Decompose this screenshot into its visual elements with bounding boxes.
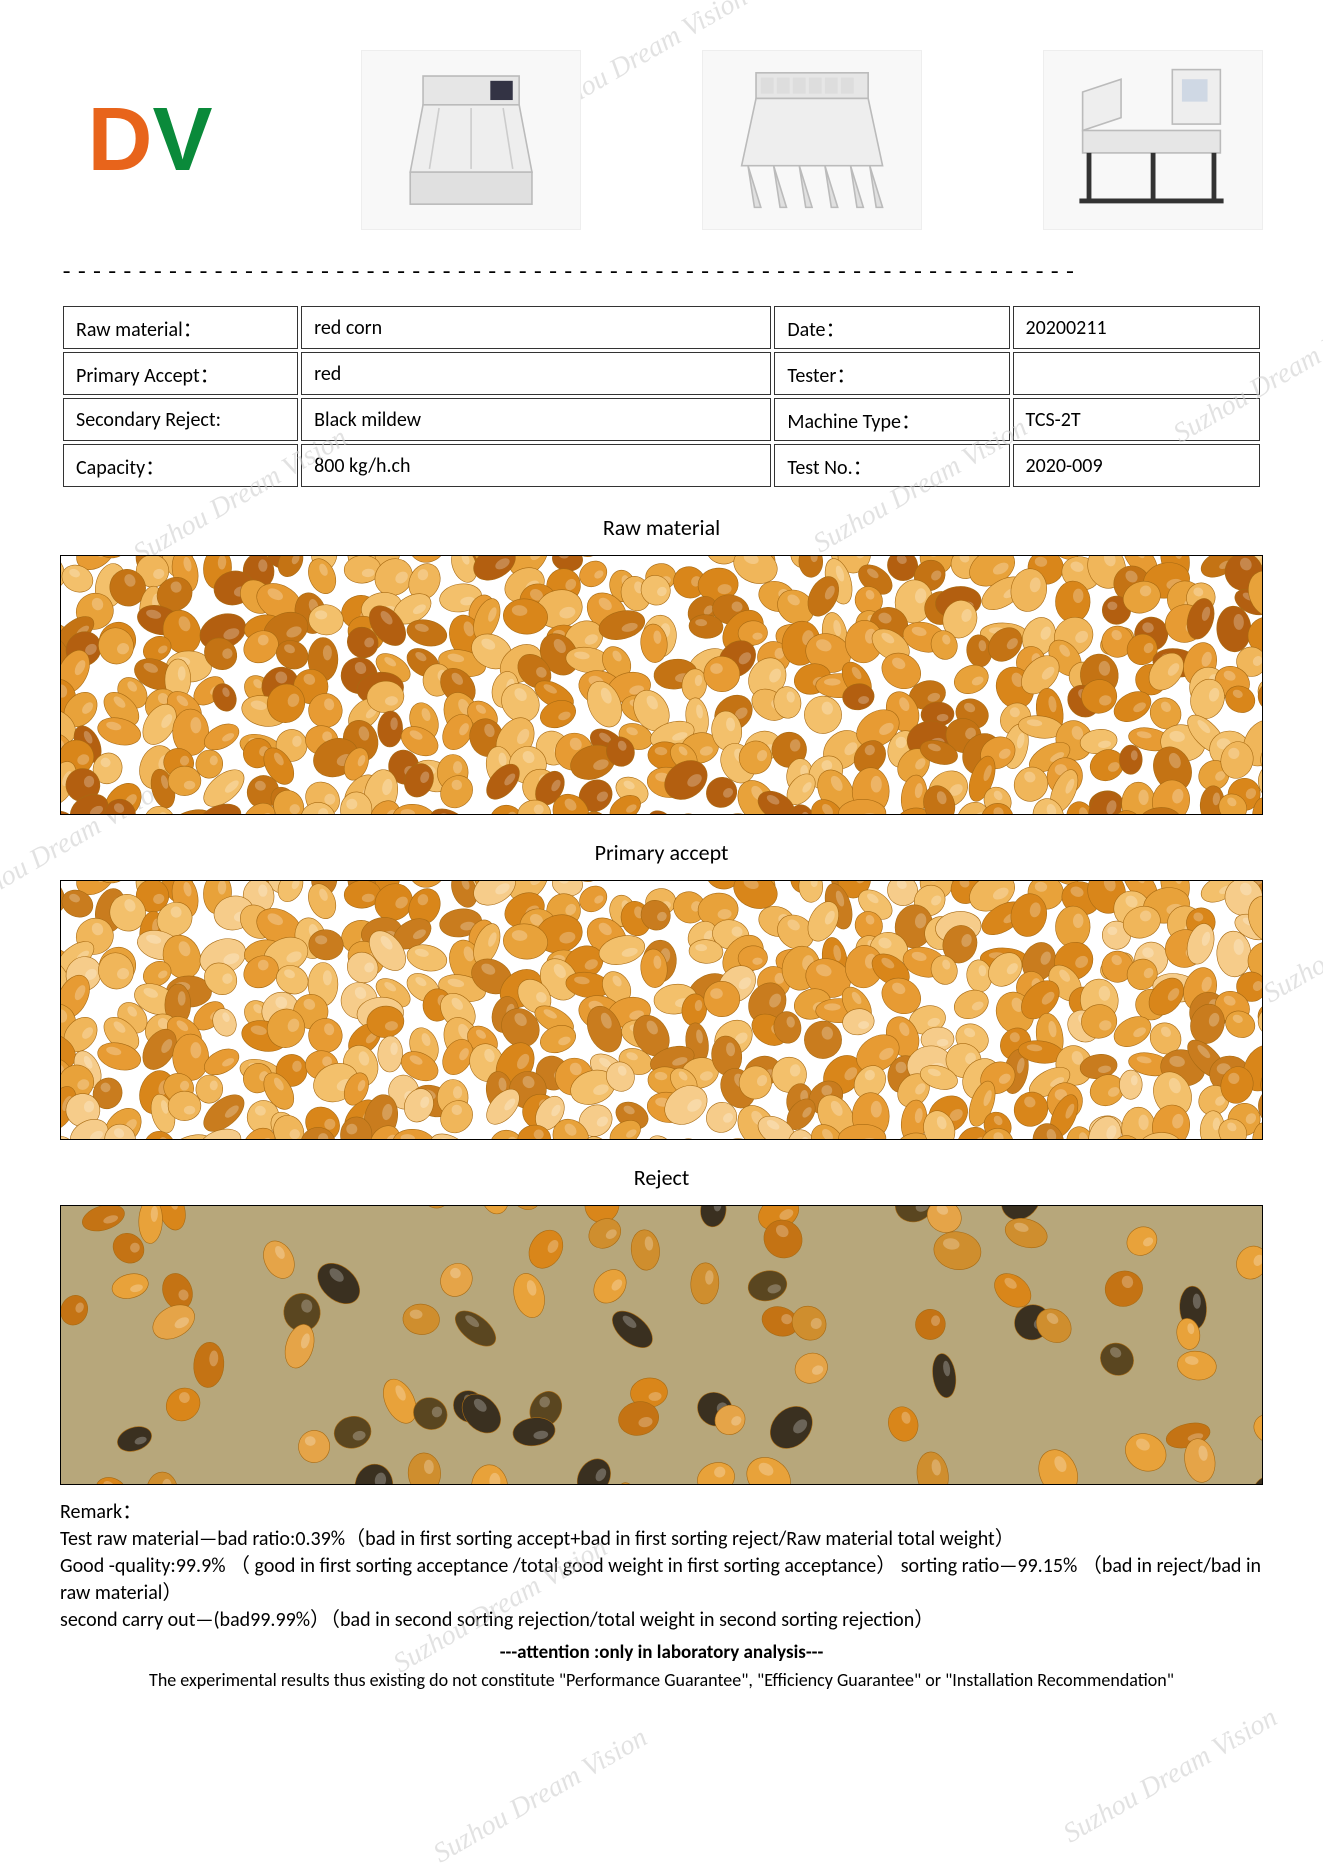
table-row: Raw material： red corn Date： 20200211 — [63, 306, 1260, 349]
cell-label: Tester： — [774, 352, 1009, 395]
watermark: Suzhou Dream Vision — [1058, 1702, 1283, 1850]
remark-line: Test raw material—bad ratio:0.39%（bad in… — [60, 1526, 1263, 1553]
sorter-icon — [373, 60, 569, 220]
cell-value: 20200211 — [1013, 306, 1261, 349]
reject-image — [60, 1205, 1263, 1485]
cell-label: Capacity： — [63, 444, 298, 487]
header-row: DV — [60, 50, 1263, 230]
cell-value: 800 kg/h.ch — [301, 444, 771, 487]
remark-block: Remark： Test raw material—bad ratio:0.39… — [60, 1499, 1263, 1692]
watermark: Suzhou Dream Vision — [428, 1722, 653, 1870]
remark-heading: Remark： — [60, 1499, 1263, 1526]
remark-line: second carry out—(bad99.99%）（bad in seco… — [60, 1607, 1263, 1634]
attention-line: ---attention :only in laboratory analysi… — [60, 1640, 1263, 1666]
cell-label: Primary Accept： — [63, 352, 298, 395]
corn-texture — [61, 881, 1262, 1139]
machine-image-1 — [361, 50, 581, 230]
logo-letter-d: D — [87, 89, 152, 192]
cell-value: red — [301, 352, 771, 395]
logo-letter-v: V — [152, 89, 212, 192]
machine-image-3 — [1043, 50, 1263, 230]
belt-sorter-icon — [1055, 60, 1251, 220]
sorter-icon — [714, 60, 910, 220]
table-row: Primary Accept： red Tester： — [63, 352, 1260, 395]
corn-texture — [61, 556, 1262, 814]
page-root: Suzhou Dream Vision Suzhou Dream Vision … — [0, 0, 1323, 1742]
cell-value: Black mildew — [301, 398, 771, 441]
table-row: Secondary Reject: Black mildew Machine T… — [63, 398, 1260, 441]
info-table: Raw material： red corn Date： 20200211 Pr… — [60, 303, 1263, 490]
separator-line: ----------------------------------------… — [60, 260, 1263, 285]
cell-value: TCS-2T — [1013, 398, 1261, 441]
raw-material-image — [60, 555, 1263, 815]
cell-value: red corn — [301, 306, 771, 349]
section-title-accept: Primary accept — [60, 839, 1263, 866]
cell-label: Date： — [774, 306, 1009, 349]
machine-image-2 — [702, 50, 922, 230]
section-title-raw: Raw material — [60, 514, 1263, 541]
cell-label: Raw material： — [63, 306, 298, 349]
table-row: Capacity： 800 kg/h.ch Test No.： 2020-009 — [63, 444, 1260, 487]
cell-value: 2020-009 — [1013, 444, 1261, 487]
cell-value — [1013, 352, 1261, 395]
corn-texture — [61, 1206, 1262, 1484]
company-logo: DV — [60, 70, 240, 210]
cell-label: Test No.： — [774, 444, 1009, 487]
cell-label: Secondary Reject: — [63, 398, 298, 441]
cell-label: Machine Type： — [774, 398, 1009, 441]
section-title-reject: Reject — [60, 1164, 1263, 1191]
primary-accept-image — [60, 880, 1263, 1140]
watermark: Suzhou Dream Vision — [1258, 862, 1323, 1010]
disclaimer-line: The experimental results thus existing d… — [60, 1668, 1263, 1692]
remark-line: Good -quality:99.9% （ good in first sort… — [60, 1553, 1263, 1607]
